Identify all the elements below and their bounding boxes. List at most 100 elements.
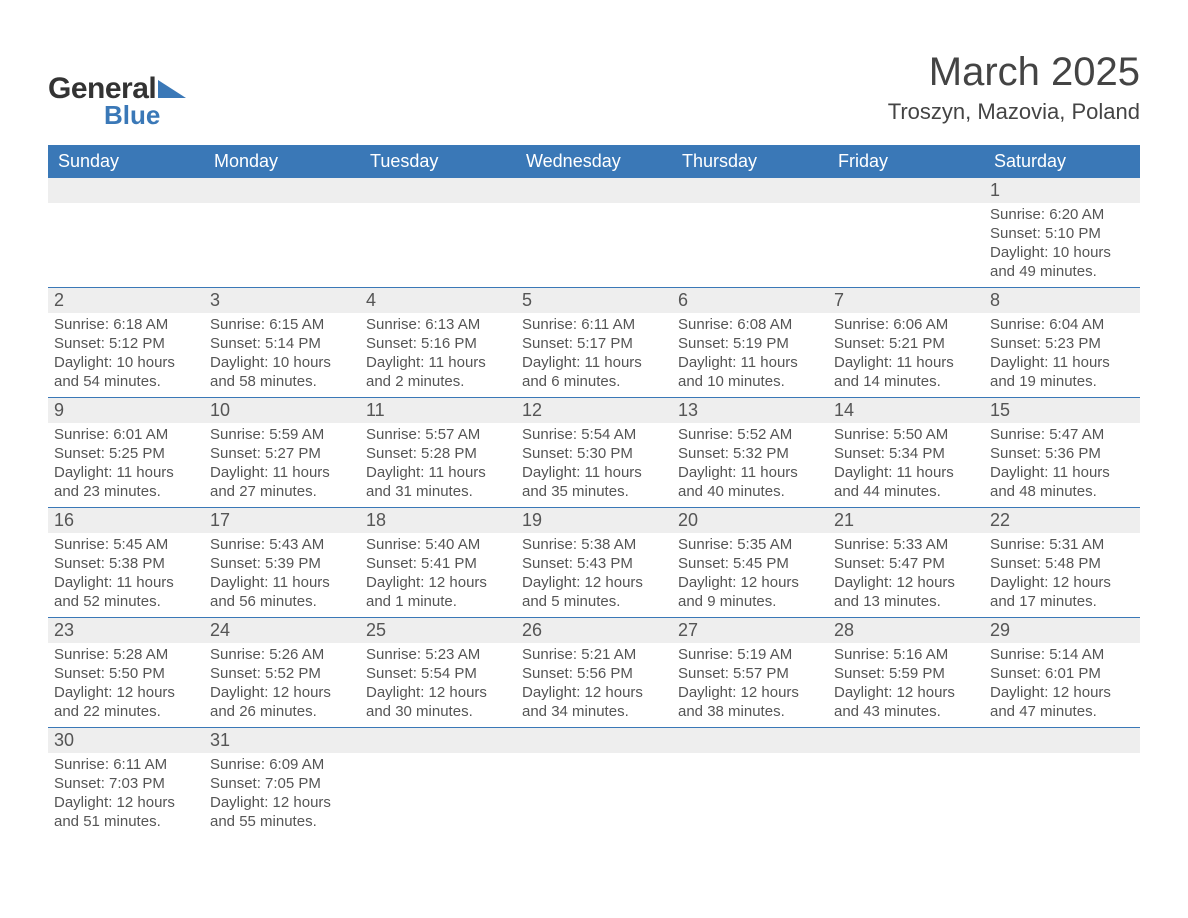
sunrise-line: Sunrise: 5:47 AM <box>990 425 1134 444</box>
day-number: 22 <box>984 508 1140 533</box>
sunset-line: Sunset: 5:54 PM <box>366 664 510 683</box>
day-cell: Sunrise: 5:54 AMSunset: 5:30 PMDaylight:… <box>516 423 672 507</box>
day-cell: Sunrise: 6:09 AMSunset: 7:05 PMDaylight:… <box>204 753 360 837</box>
day-number: 18 <box>360 508 516 533</box>
sunset-line: Sunset: 5:17 PM <box>522 334 666 353</box>
sunrise-line: Sunrise: 6:06 AM <box>834 315 978 334</box>
sunset-line: Sunset: 7:03 PM <box>54 774 198 793</box>
daylight-line: Daylight: 11 hours and 23 minutes. <box>54 463 198 501</box>
day-number: 25 <box>360 618 516 643</box>
day-cell: Sunrise: 6:18 AMSunset: 5:12 PMDaylight:… <box>48 313 204 397</box>
month-title: March 2025 <box>888 50 1140 95</box>
sunrise-line: Sunrise: 6:13 AM <box>366 315 510 334</box>
day-number: 14 <box>828 398 984 423</box>
daylight-line: Daylight: 12 hours and 43 minutes. <box>834 683 978 721</box>
sunset-line: Sunset: 5:25 PM <box>54 444 198 463</box>
day-cell: Sunrise: 5:40 AMSunset: 5:41 PMDaylight:… <box>360 533 516 617</box>
sunset-line: Sunset: 5:48 PM <box>990 554 1134 573</box>
day-cell <box>828 753 984 837</box>
day-cell: Sunrise: 5:19 AMSunset: 5:57 PMDaylight:… <box>672 643 828 727</box>
day-of-week-header: Sunday Monday Tuesday Wednesday Thursday… <box>48 145 1140 178</box>
day-number: 28 <box>828 618 984 643</box>
day-cell <box>516 203 672 287</box>
sunrise-line: Sunrise: 5:26 AM <box>210 645 354 664</box>
daylight-line: Daylight: 11 hours and 19 minutes. <box>990 353 1134 391</box>
day-cell <box>204 203 360 287</box>
day-cell: Sunrise: 6:08 AMSunset: 5:19 PMDaylight:… <box>672 313 828 397</box>
sunrise-line: Sunrise: 6:01 AM <box>54 425 198 444</box>
day-cell: Sunrise: 6:06 AMSunset: 5:21 PMDaylight:… <box>828 313 984 397</box>
daylight-line: Daylight: 11 hours and 27 minutes. <box>210 463 354 501</box>
day-number <box>672 728 828 753</box>
dow-monday: Monday <box>204 145 360 178</box>
day-cell: Sunrise: 5:43 AMSunset: 5:39 PMDaylight:… <box>204 533 360 617</box>
sunset-line: Sunset: 5:39 PM <box>210 554 354 573</box>
day-cell: Sunrise: 6:20 AMSunset: 5:10 PMDaylight:… <box>984 203 1140 287</box>
week-number-row: 2345678 <box>48 287 1140 313</box>
week-number-row: 3031 <box>48 727 1140 753</box>
day-number: 3 <box>204 288 360 313</box>
sunrise-line: Sunrise: 6:08 AM <box>678 315 822 334</box>
day-cell: Sunrise: 6:11 AMSunset: 7:03 PMDaylight:… <box>48 753 204 837</box>
title-block: March 2025 Troszyn, Mazovia, Poland <box>888 50 1140 125</box>
sunrise-line: Sunrise: 5:50 AM <box>834 425 978 444</box>
day-number: 19 <box>516 508 672 533</box>
sunrise-line: Sunrise: 6:15 AM <box>210 315 354 334</box>
sunrise-line: Sunrise: 5:52 AM <box>678 425 822 444</box>
sunrise-line: Sunrise: 5:16 AM <box>834 645 978 664</box>
daylight-line: Daylight: 12 hours and 26 minutes. <box>210 683 354 721</box>
daylight-line: Daylight: 11 hours and 31 minutes. <box>366 463 510 501</box>
day-cell: Sunrise: 5:52 AMSunset: 5:32 PMDaylight:… <box>672 423 828 507</box>
day-cell: Sunrise: 6:11 AMSunset: 5:17 PMDaylight:… <box>516 313 672 397</box>
daylight-line: Daylight: 11 hours and 35 minutes. <box>522 463 666 501</box>
sunset-line: Sunset: 5:59 PM <box>834 664 978 683</box>
day-number: 9 <box>48 398 204 423</box>
sunset-line: Sunset: 5:38 PM <box>54 554 198 573</box>
calendar: Sunday Monday Tuesday Wednesday Thursday… <box>48 145 1140 837</box>
sunrise-line: Sunrise: 5:31 AM <box>990 535 1134 554</box>
day-cell: Sunrise: 6:15 AMSunset: 5:14 PMDaylight:… <box>204 313 360 397</box>
day-number <box>828 178 984 203</box>
sunset-line: Sunset: 7:05 PM <box>210 774 354 793</box>
sunrise-line: Sunrise: 6:04 AM <box>990 315 1134 334</box>
week-data-row: Sunrise: 6:20 AMSunset: 5:10 PMDaylight:… <box>48 203 1140 287</box>
day-number: 23 <box>48 618 204 643</box>
sunrise-line: Sunrise: 6:09 AM <box>210 755 354 774</box>
day-number <box>360 728 516 753</box>
day-number <box>516 178 672 203</box>
daylight-line: Daylight: 11 hours and 44 minutes. <box>834 463 978 501</box>
sunset-line: Sunset: 5:34 PM <box>834 444 978 463</box>
day-cell: Sunrise: 5:26 AMSunset: 5:52 PMDaylight:… <box>204 643 360 727</box>
sunset-line: Sunset: 5:23 PM <box>990 334 1134 353</box>
sunrise-line: Sunrise: 5:57 AM <box>366 425 510 444</box>
sunset-line: Sunset: 5:21 PM <box>834 334 978 353</box>
day-number: 24 <box>204 618 360 643</box>
sunrise-line: Sunrise: 5:14 AM <box>990 645 1134 664</box>
daylight-line: Daylight: 11 hours and 2 minutes. <box>366 353 510 391</box>
daylight-line: Daylight: 12 hours and 30 minutes. <box>366 683 510 721</box>
sunrise-line: Sunrise: 5:19 AM <box>678 645 822 664</box>
dow-friday: Friday <box>828 145 984 178</box>
sunrise-line: Sunrise: 5:38 AM <box>522 535 666 554</box>
week-data-row: Sunrise: 5:28 AMSunset: 5:50 PMDaylight:… <box>48 643 1140 727</box>
daylight-line: Daylight: 11 hours and 52 minutes. <box>54 573 198 611</box>
daylight-line: Daylight: 12 hours and 9 minutes. <box>678 573 822 611</box>
daylight-line: Daylight: 12 hours and 51 minutes. <box>54 793 198 831</box>
day-number <box>828 728 984 753</box>
sunset-line: Sunset: 5:41 PM <box>366 554 510 573</box>
sunrise-line: Sunrise: 5:45 AM <box>54 535 198 554</box>
day-cell: Sunrise: 5:45 AMSunset: 5:38 PMDaylight:… <box>48 533 204 617</box>
daylight-line: Daylight: 11 hours and 48 minutes. <box>990 463 1134 501</box>
dow-sunday: Sunday <box>48 145 204 178</box>
day-number: 27 <box>672 618 828 643</box>
brand-logo: General Blue <box>48 50 186 131</box>
daylight-line: Daylight: 12 hours and 55 minutes. <box>210 793 354 831</box>
daylight-line: Daylight: 11 hours and 56 minutes. <box>210 573 354 611</box>
sunset-line: Sunset: 5:50 PM <box>54 664 198 683</box>
brand-name-part2: Blue <box>104 100 186 131</box>
sunset-line: Sunset: 5:36 PM <box>990 444 1134 463</box>
day-cell <box>672 203 828 287</box>
week-data-row: Sunrise: 5:45 AMSunset: 5:38 PMDaylight:… <box>48 533 1140 617</box>
sunset-line: Sunset: 5:52 PM <box>210 664 354 683</box>
sunset-line: Sunset: 5:56 PM <box>522 664 666 683</box>
